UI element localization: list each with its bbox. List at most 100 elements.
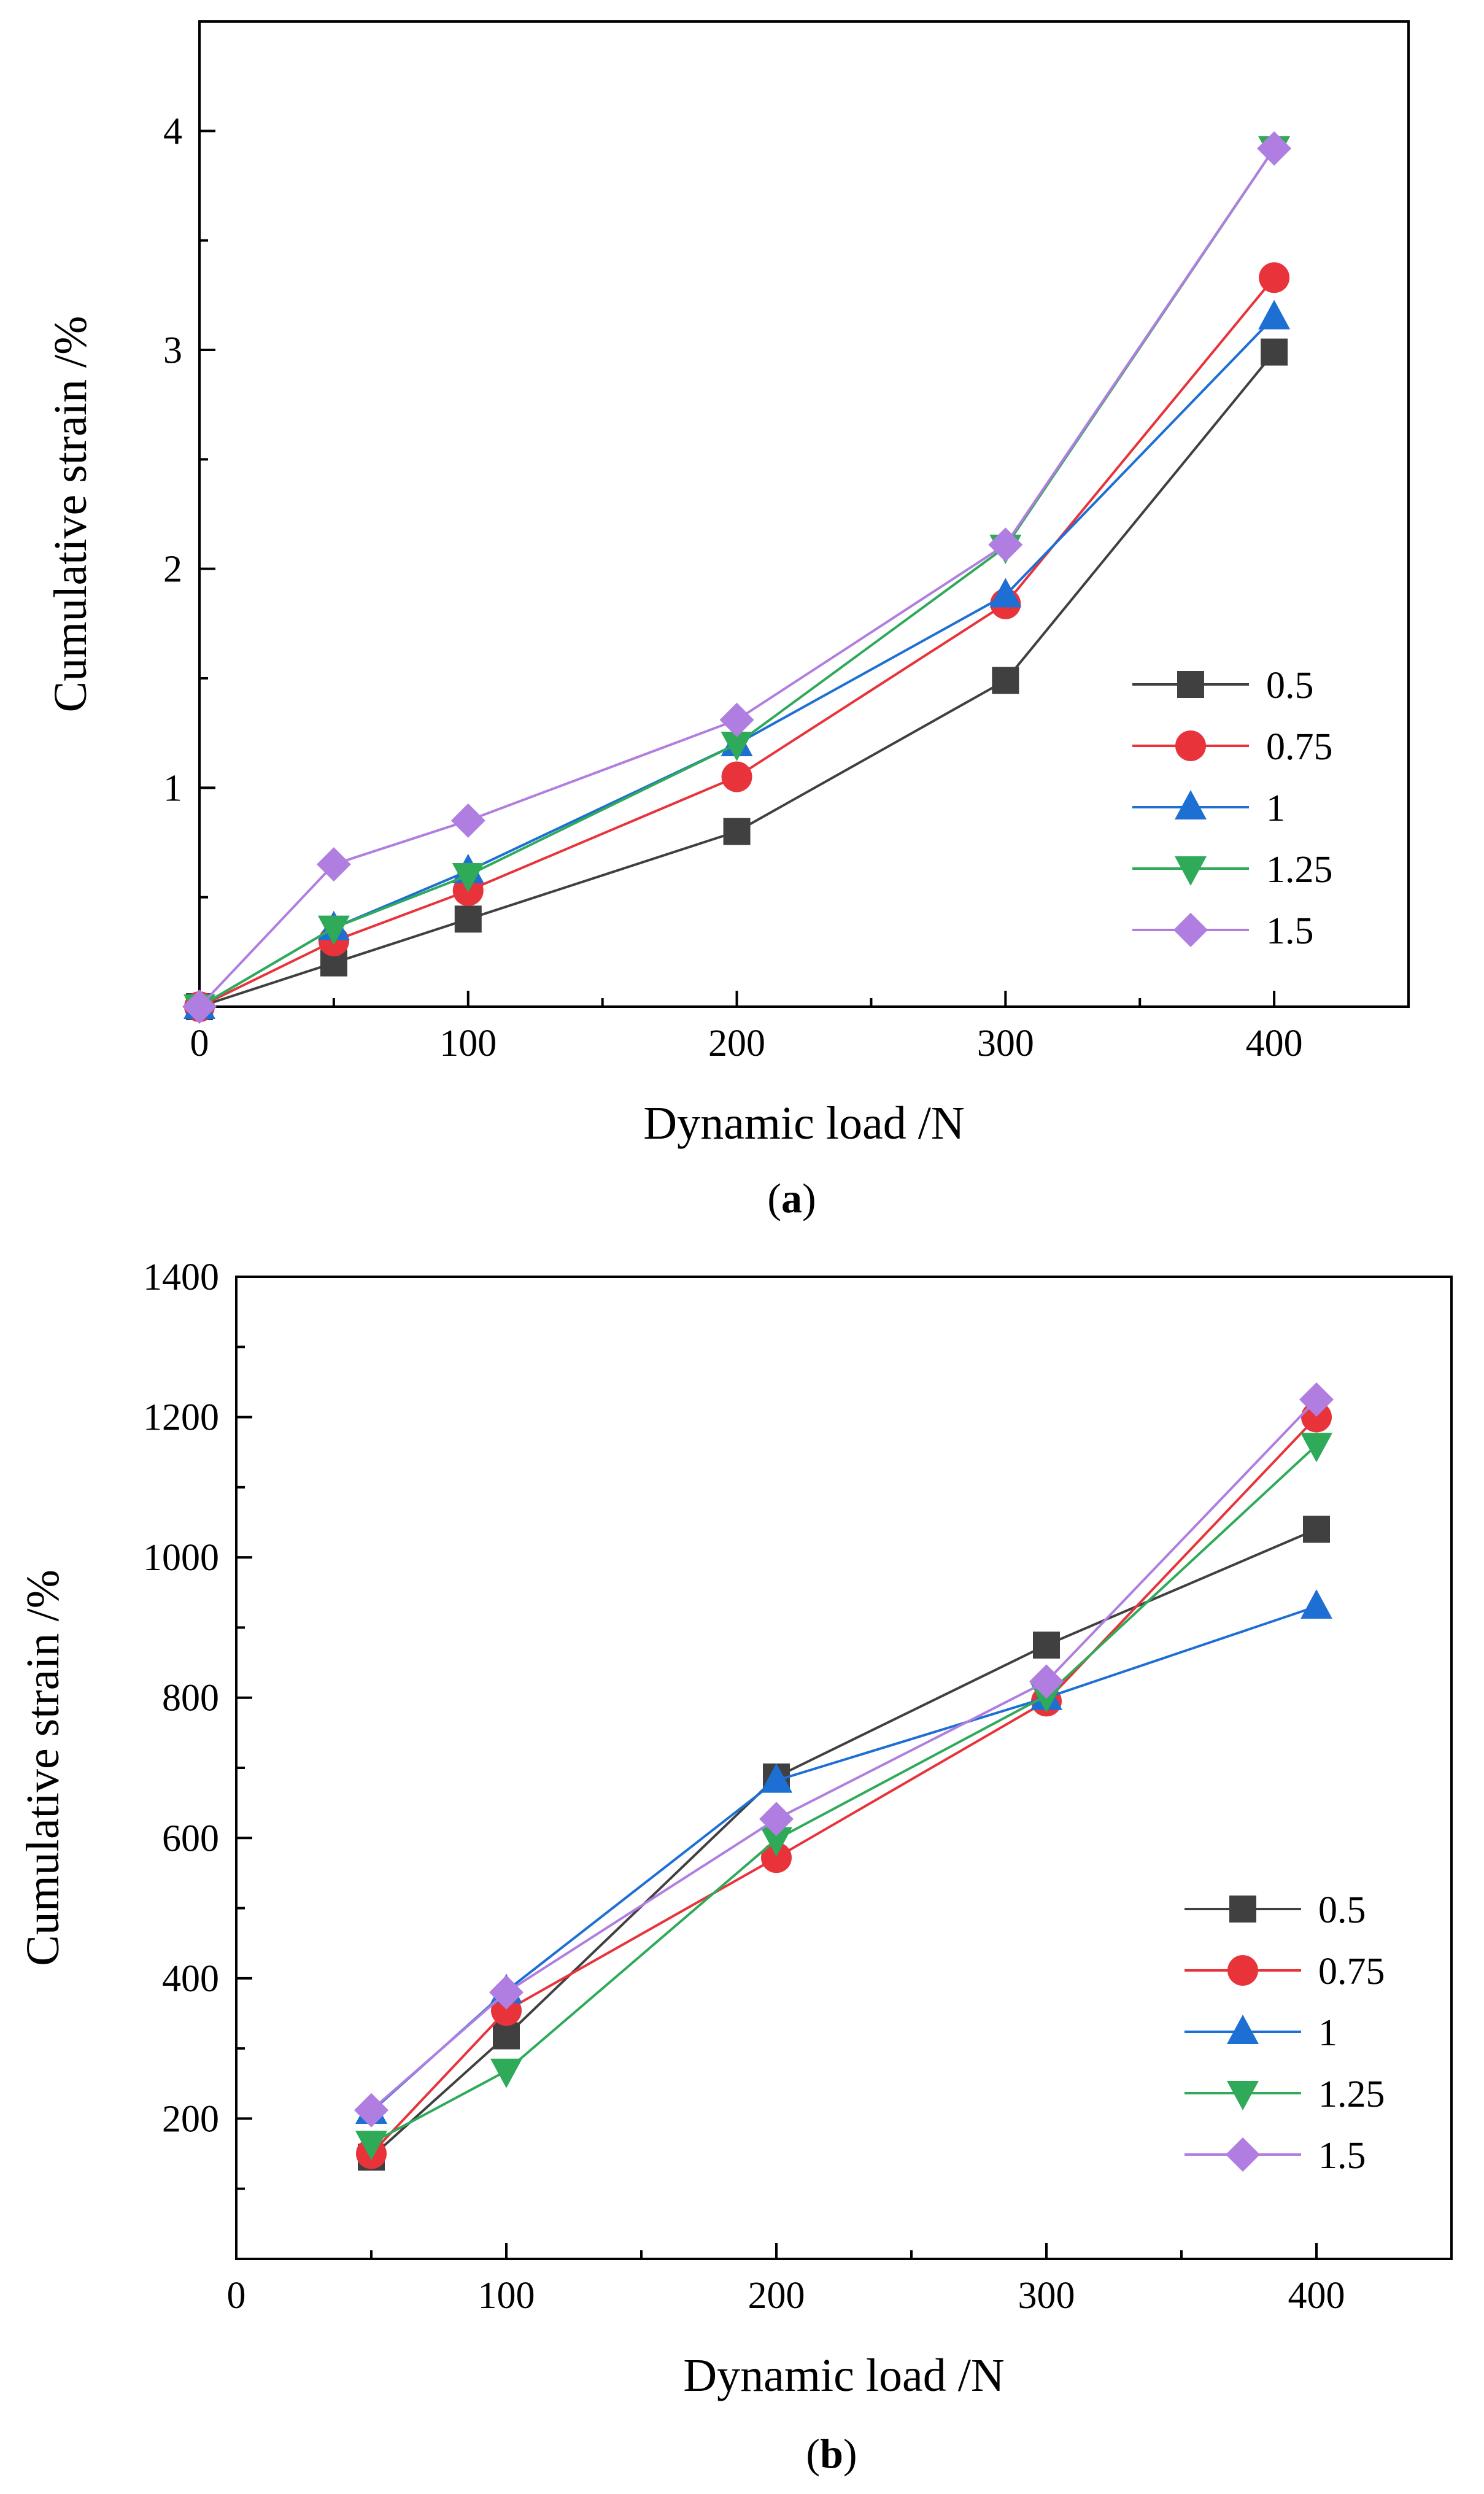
legend-marker <box>1173 913 1208 947</box>
series-0.75 <box>184 262 1290 1022</box>
x-tick-label: 400 <box>1246 1023 1303 1064</box>
series-line <box>198 147 1275 1008</box>
y-tick-label: 800 <box>162 1678 219 1719</box>
data-point <box>450 803 485 838</box>
y-tick-label: 4 <box>163 110 182 152</box>
y-axis-title: Cumulative strain /% <box>17 1570 69 1966</box>
data-point <box>454 905 482 933</box>
series-1.5 <box>182 131 1292 1024</box>
data-point <box>182 989 217 1024</box>
series-1.5 <box>354 1382 1334 2128</box>
y-axis-title: Cumulative strain /% <box>45 316 96 713</box>
plot-frame <box>235 1276 1453 2260</box>
x-tick-label: 100 <box>478 2275 535 2317</box>
x-tick-label: 100 <box>439 1023 497 1064</box>
legend-marker <box>1175 856 1207 886</box>
data-point <box>493 2022 520 2050</box>
legend-marker <box>1227 1955 1258 1986</box>
data-point <box>490 2058 522 2088</box>
data-point <box>317 915 350 945</box>
data-point <box>1299 1382 1334 1417</box>
data-point <box>760 1763 792 1793</box>
x-tick-label: 200 <box>708 1023 765 1064</box>
data-point <box>1257 131 1292 166</box>
legend-label: 1 <box>1266 788 1285 829</box>
y-tick-label: 600 <box>162 1818 219 1859</box>
caption-open-paren: ( <box>806 2430 820 2477</box>
y-tick-label: 1 <box>163 767 182 809</box>
plot-frame <box>198 20 1410 1008</box>
x-tick-label: 0 <box>227 2275 246 2317</box>
legend-label: 1.25 <box>1318 2074 1385 2115</box>
x-tick-label: 300 <box>977 1023 1034 1064</box>
caption-open-paren: ( <box>767 1175 781 1222</box>
x-axis-title: Dynamic load /N <box>643 1098 964 1149</box>
data-point <box>355 2131 387 2161</box>
chart-a: 0 100 200 300 400 1 2 3 4 Dynamic load /N Cumulati… <box>45 20 1410 1222</box>
data-point <box>1301 1401 1332 1433</box>
data-point <box>1029 1664 1064 1699</box>
y-tick-label: 3 <box>163 330 182 371</box>
legend-label: 0.75 <box>1266 726 1333 768</box>
series-line <box>199 351 1275 1008</box>
data-point <box>1300 1433 1332 1463</box>
caption-letter: a <box>781 1175 802 1222</box>
series-line <box>198 147 1275 1008</box>
legend-label: 1.25 <box>1266 849 1333 891</box>
data-point <box>759 1802 794 1837</box>
data-point <box>489 1975 524 2010</box>
x-axis-title: Dynamic load /N <box>683 2350 1004 2401</box>
data-point <box>723 818 751 845</box>
legend-label: 0.5 <box>1266 665 1314 707</box>
y-tick-label: 400 <box>162 1958 219 2000</box>
data-point <box>761 1842 792 1873</box>
legend-marker <box>1227 2081 1259 2110</box>
legend-marker <box>1175 790 1207 819</box>
legend: 0.5 0.75 1 1.25 1.5 <box>1132 665 1333 952</box>
figure-caption: (b) <box>806 2430 857 2477</box>
data-point <box>354 2093 388 2128</box>
data-point <box>1033 1632 1060 1659</box>
series-1 <box>184 300 1291 1019</box>
data-point <box>1300 1589 1332 1619</box>
y-tick-label: 200 <box>162 2098 219 2140</box>
data-point <box>316 847 351 882</box>
legend-marker <box>1226 2137 1260 2172</box>
caption-close-paren: ) <box>802 1175 816 1222</box>
legend-marker <box>1229 1896 1256 1923</box>
series-0.5 <box>186 338 1288 1020</box>
data-point <box>989 578 1022 608</box>
legend: 0.5 0.75 1 1.25 1.5 <box>1184 1889 1385 2177</box>
x-tick-label: 300 <box>1018 2275 1075 2317</box>
legend-label: 0.75 <box>1318 1951 1385 1992</box>
series-1.25 <box>355 1433 1332 2161</box>
data-point <box>760 1827 792 1857</box>
y-tick-label: 1400 <box>143 1257 219 1298</box>
legend-marker <box>1227 2015 1259 2044</box>
legend-label: 1 <box>1318 2012 1337 2054</box>
chart-b: 0 100 200 300 400 200 400 600 800 1000 1200 1400 Dyn… <box>17 1257 1453 2477</box>
x-tick-label: 0 <box>190 1023 209 1064</box>
legend-label: 1.5 <box>1318 2135 1366 2177</box>
data-point <box>719 702 754 737</box>
data-point <box>988 527 1023 562</box>
legend-marker <box>1175 730 1206 761</box>
data-point <box>721 761 752 792</box>
data-point <box>1259 262 1290 293</box>
legend-label: 1.5 <box>1266 910 1314 952</box>
data-point <box>1261 338 1288 366</box>
series-1.25 <box>184 136 1291 1024</box>
y-tick-label: 1000 <box>143 1537 219 1579</box>
y-tick-label: 2 <box>163 549 182 591</box>
y-tick-label: 1200 <box>143 1397 219 1439</box>
caption-letter: b <box>820 2430 843 2477</box>
data-point <box>452 863 484 893</box>
x-tick-label: 200 <box>748 2275 805 2317</box>
data-point <box>1258 300 1291 330</box>
x-tick-label: 400 <box>1288 2275 1345 2317</box>
caption-close-paren: ) <box>843 2430 857 2477</box>
figure-caption: (a) <box>767 1175 816 1222</box>
legend-label: 0.5 <box>1318 1889 1366 1931</box>
series-line <box>198 316 1275 1008</box>
